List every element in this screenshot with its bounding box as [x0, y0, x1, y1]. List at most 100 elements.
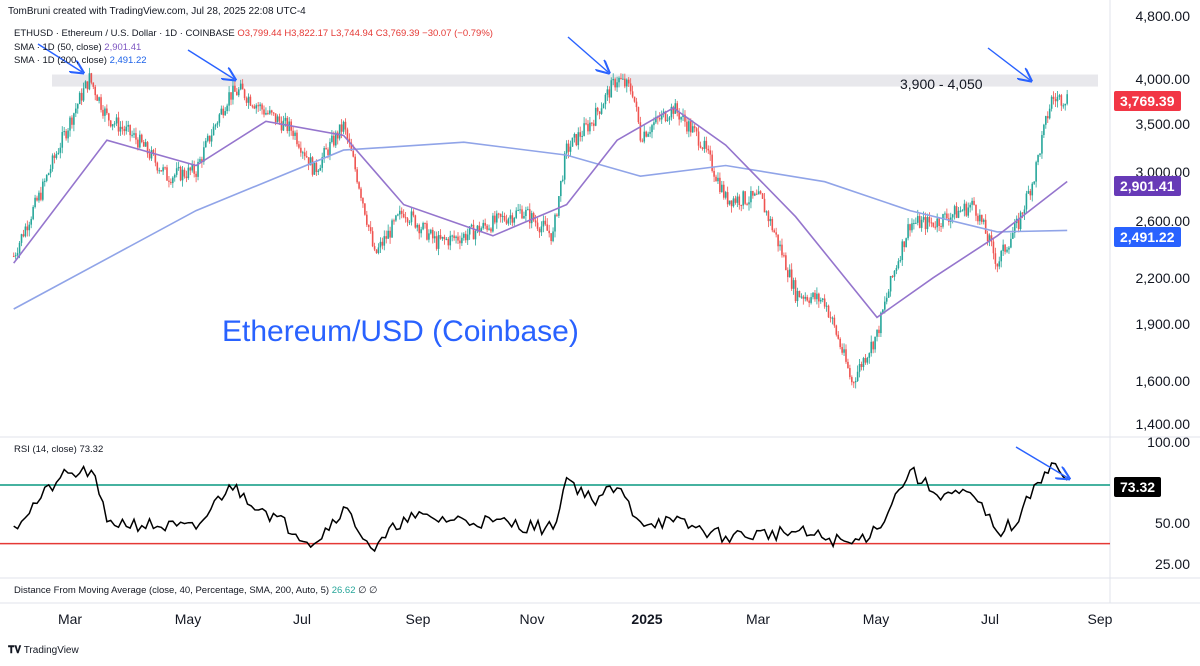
candle-body: [676, 103, 679, 113]
candle-body: [709, 150, 711, 155]
candle-body: [137, 139, 139, 148]
rsi-legend[interactable]: RSI (14, close) 73.32: [14, 444, 103, 455]
candle-body: [849, 368, 851, 378]
candle-body: [156, 162, 159, 171]
candle-body: [319, 167, 322, 171]
candle-body: [769, 218, 772, 222]
candle-body: [490, 228, 492, 232]
candle-body: [717, 177, 719, 182]
candle-body: [265, 112, 267, 115]
candle-body: [765, 211, 768, 213]
distance-label: Distance From Moving Average (close, 40,…: [14, 585, 330, 596]
resistance-zone: [52, 74, 1098, 87]
candle-body: [926, 217, 929, 230]
candle-body: [839, 338, 841, 348]
distance-legend[interactable]: Distance From Moving Average (close, 40,…: [14, 585, 377, 596]
sma200-legend[interactable]: SMA · 1D (200, close) 2,491.22: [14, 55, 147, 66]
candle-body: [468, 226, 471, 235]
candle-body: [173, 174, 176, 178]
tradingview-logo[interactable]: 𝐓𝐕 TradingView: [8, 645, 79, 656]
candle-body: [216, 122, 219, 125]
candle-body: [117, 117, 120, 132]
candle-body: [546, 224, 549, 231]
candle-body: [195, 173, 197, 177]
candle-body: [804, 296, 807, 299]
candle-body: [22, 234, 25, 237]
candle-body: [833, 317, 836, 326]
candle-body: [1031, 183, 1034, 196]
candle-body: [1025, 193, 1028, 210]
candle-body: [905, 238, 907, 248]
candle-body: [1033, 181, 1035, 184]
candle-body: [397, 214, 399, 216]
candle-body: [269, 110, 271, 114]
candle-body: [45, 175, 48, 181]
candle-body: [1035, 162, 1037, 182]
candle-body: [119, 126, 122, 132]
candle-body: [100, 97, 102, 110]
candle-body: [433, 236, 436, 239]
candle-body: [78, 92, 81, 105]
candle-body: [691, 126, 694, 133]
candle-body: [125, 126, 128, 132]
candle-body: [399, 210, 401, 215]
candle-body: [746, 203, 748, 205]
candle-body: [916, 216, 919, 223]
candle-body: [115, 117, 118, 124]
candle-body: [938, 218, 940, 226]
candle-body: [542, 220, 545, 227]
candle-body: [84, 81, 87, 89]
candle-body: [567, 143, 570, 152]
candle-body: [913, 223, 915, 225]
symbol-legend[interactable]: ETHUSD · Ethereum / U.S. Dollar · 1D · C…: [14, 28, 493, 39]
candle-body: [907, 224, 909, 239]
candle-body: [591, 122, 593, 124]
candle-body: [816, 293, 818, 300]
candle-body: [12, 256, 15, 258]
sma50-legend[interactable]: SMA · 1D (50, close) 2,901.41: [14, 42, 141, 53]
candle-body: [969, 204, 971, 208]
candle-body: [346, 129, 349, 139]
candle-body: [511, 215, 514, 223]
candle-body: [478, 225, 481, 233]
candle-body: [909, 224, 911, 231]
candle-body: [624, 78, 626, 87]
candle-body: [234, 85, 236, 92]
candle-body: [484, 222, 486, 226]
candle-body: [740, 205, 743, 207]
candle-body: [773, 230, 776, 233]
candle-body: [338, 124, 341, 139]
candle-body: [707, 148, 710, 151]
rsi-tick: 100.00: [1147, 434, 1190, 450]
candle-body: [821, 298, 824, 300]
rsi-label: RSI (14, close): [14, 444, 77, 455]
candle-body: [606, 89, 609, 95]
candle-body: [823, 298, 826, 307]
candle-body: [953, 206, 956, 215]
candle-body: [224, 111, 226, 116]
candle-body: [360, 188, 362, 198]
candle-body: [102, 109, 104, 116]
candle-body: [482, 222, 485, 229]
candle-body: [437, 235, 440, 249]
candle-body: [544, 220, 547, 225]
candle-body: [377, 247, 380, 254]
candle-body: [32, 206, 34, 220]
candle-body: [503, 215, 506, 221]
candle-body: [408, 222, 411, 224]
candle-body: [24, 226, 27, 237]
candle-body: [992, 241, 995, 254]
candle-body: [616, 82, 618, 88]
candle-body: [144, 142, 147, 147]
candle-body: [645, 131, 647, 137]
candle-body: [608, 89, 611, 98]
candle-body: [794, 280, 797, 302]
annotation-arrows: [37, 36, 1068, 478]
candle-body: [280, 121, 283, 131]
candle-body: [459, 240, 461, 244]
candle-body: [139, 134, 141, 148]
candle-body: [579, 132, 582, 137]
rsi-tick: 50.00: [1154, 515, 1190, 531]
candle-body: [870, 341, 873, 354]
